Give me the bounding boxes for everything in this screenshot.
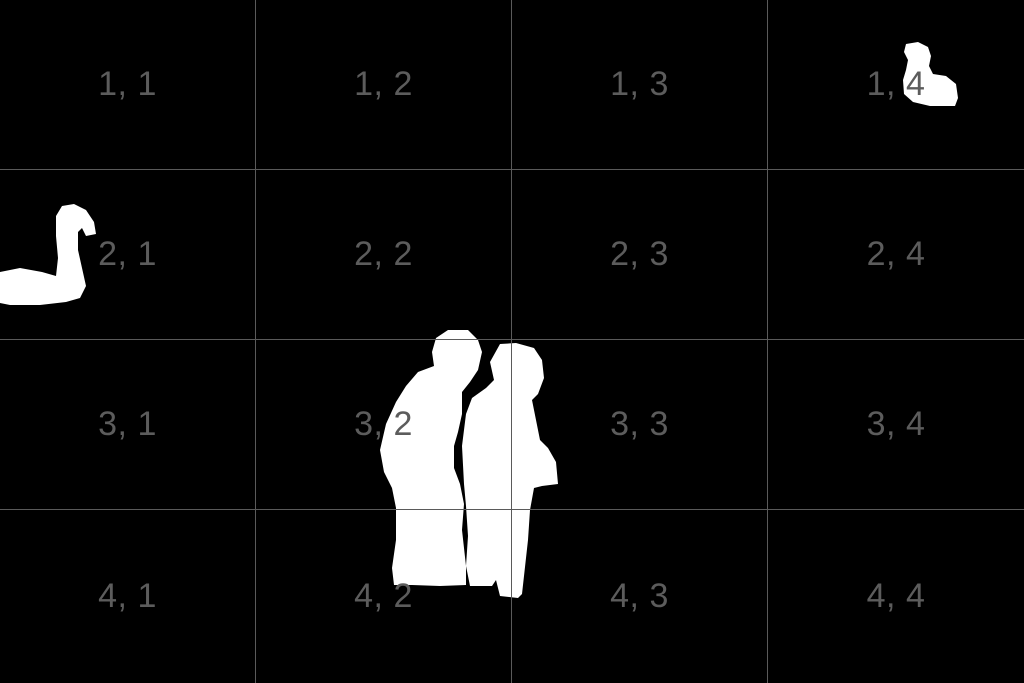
grid-cell: 3, 1 [0,340,256,510]
grid-cell: 1, 3 [512,0,768,170]
grid-cell: 4, 3 [512,510,768,683]
swan-silhouette-small [903,42,958,106]
grid-cell: 4, 1 [0,510,256,683]
grid-cell: 1, 1 [0,0,256,170]
cell-label: 2, 4 [866,235,926,273]
grid-cell: 1, 4 [768,0,1024,170]
cell-label: 3, 1 [98,405,157,443]
grid-cell: 4, 4 [768,510,1024,683]
grid-cell: 4, 2 [256,510,512,683]
grid-cell: 2, 4 [768,170,1024,340]
cell-label: 1, 4 [866,65,926,103]
person-silhouette-left [380,330,482,586]
swan-silhouette-left [0,204,96,305]
grid-cell: 2, 2 [256,170,512,340]
cell-label: 4, 2 [354,577,413,615]
cell-label: 1, 2 [354,65,413,103]
cell-label: 1, 3 [610,65,669,103]
cell-label: 3, 4 [866,405,926,443]
person-silhouette-right [462,343,558,598]
grid-cell: 3, 3 [512,340,768,510]
grid-cell: 1, 2 [256,0,512,170]
cell-label: 4, 1 [98,577,157,615]
cell-label: 2, 2 [354,235,413,273]
grid-cell: 2, 3 [512,170,768,340]
cell-label: 1, 1 [98,65,157,103]
cell-label: 3, 3 [610,405,669,443]
grid-cell: 3, 4 [768,340,1024,510]
cell-label: 3, 2 [354,405,413,443]
cell-label: 2, 3 [610,235,669,273]
cell-label: 2, 1 [98,235,157,273]
grid-cell: 2, 1 [0,170,256,340]
cell-label: 4, 4 [866,577,926,615]
grid-cell: 3, 2 [256,340,512,510]
cell-label: 4, 3 [610,577,669,615]
